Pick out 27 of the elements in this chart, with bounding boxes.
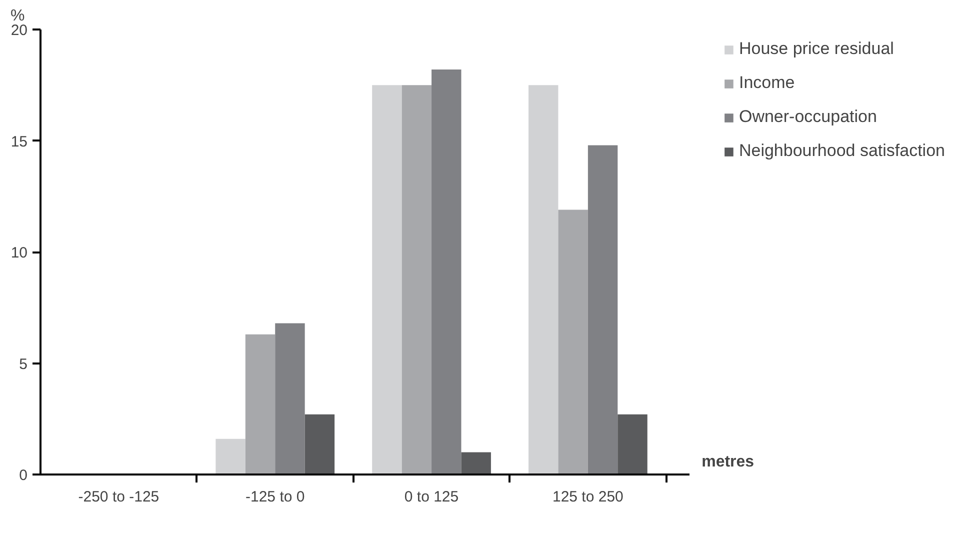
bar — [588, 145, 618, 474]
y-axis-title: % — [10, 8, 25, 24]
x-tick-label: -125 to 0 — [246, 488, 305, 506]
y-tick-label: 5 — [19, 356, 28, 373]
x-axis-title: metres — [702, 454, 754, 470]
bar — [558, 210, 588, 474]
bar — [618, 414, 648, 474]
y-tick-label: 20 — [10, 22, 28, 39]
y-tick-label: 10 — [10, 244, 28, 262]
legend-label: Owner-occupation — [738, 107, 877, 127]
bar — [216, 438, 246, 474]
bar — [304, 414, 335, 474]
bar — [245, 334, 276, 474]
y-tick-label: 0 — [19, 467, 28, 484]
legend-label: House price residual — [738, 39, 894, 59]
bar — [275, 323, 305, 474]
x-tick-label: 125 to 250 — [552, 488, 624, 506]
x-tick-label: 0 to 125 — [404, 488, 459, 506]
y-tick-label: 15 — [10, 133, 28, 150]
bar — [461, 452, 491, 474]
legend-label: Neighbourhood satisfaction — [738, 141, 945, 161]
x-tick-label: -250 to -125 — [78, 488, 160, 506]
bar — [528, 85, 558, 474]
bar — [402, 85, 432, 474]
bar — [432, 70, 462, 474]
bar — [372, 85, 402, 474]
legend-label: Income — [738, 73, 795, 93]
